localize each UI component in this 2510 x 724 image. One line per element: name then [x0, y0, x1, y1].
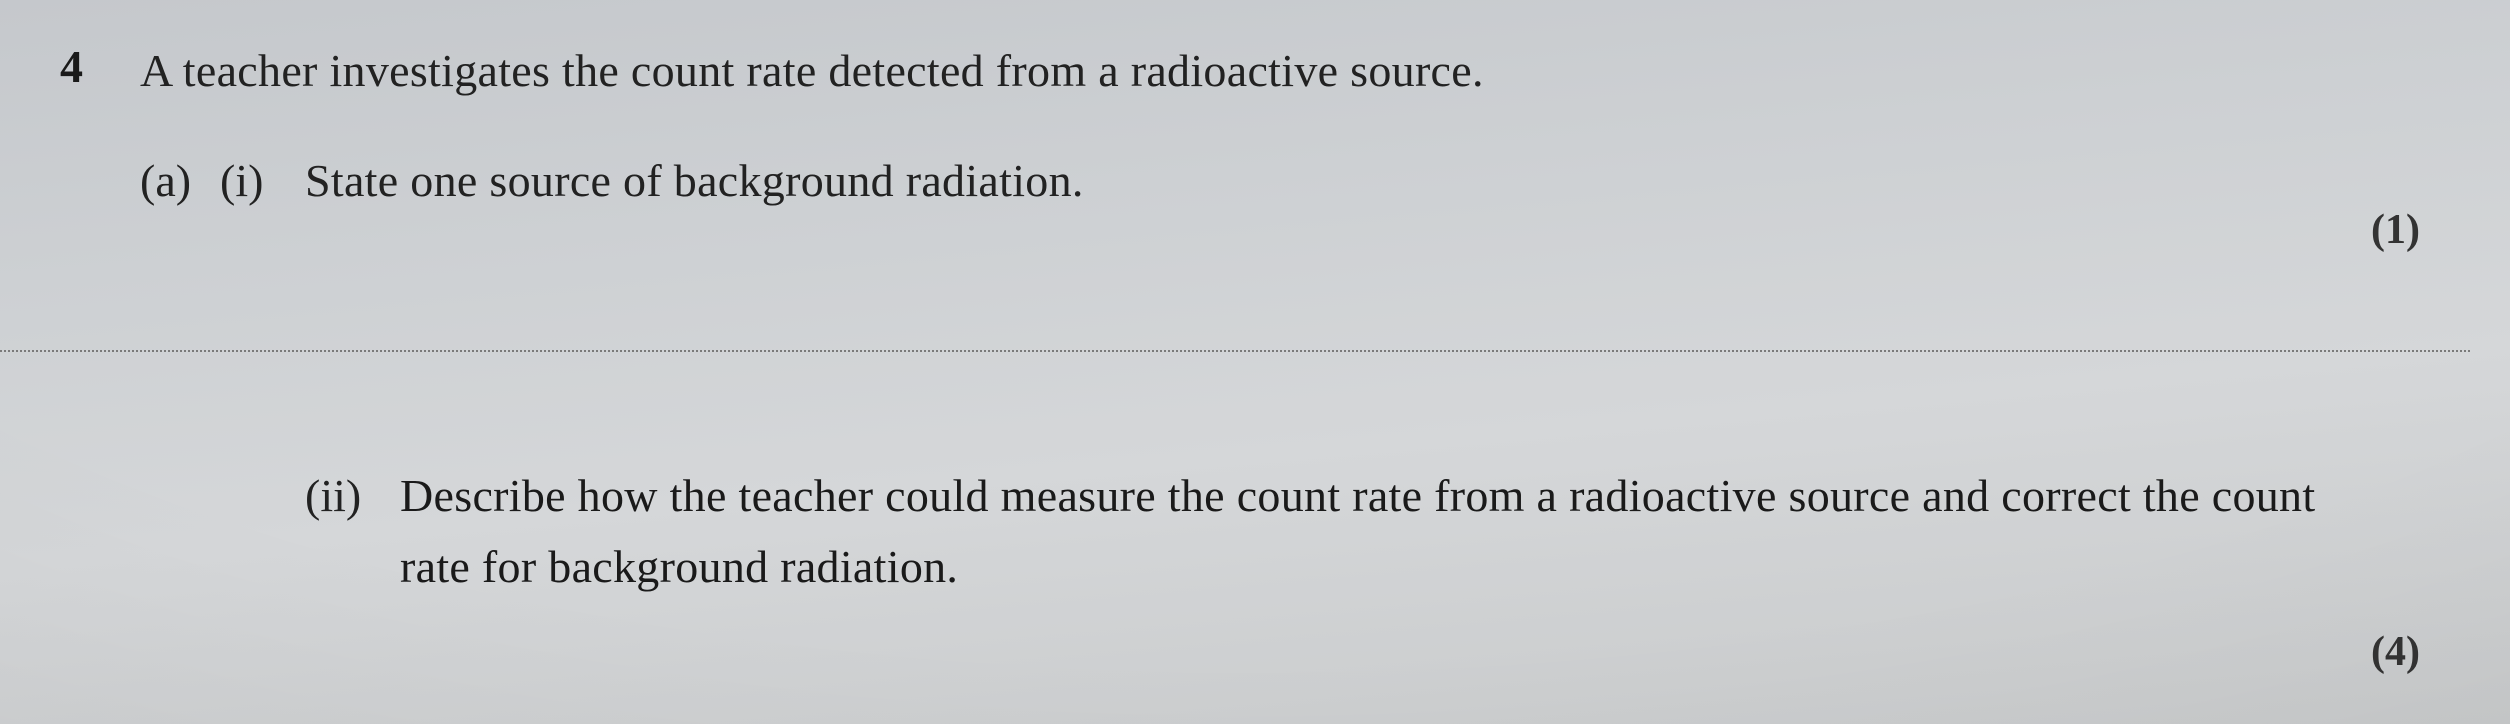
exam-page: 4 A teacher investigates the count rate … — [0, 0, 2510, 724]
part-ii-marks: (4) — [2371, 628, 2420, 676]
part-i-text: State one source of background radiation… — [305, 150, 2430, 212]
page-shadow — [0, 0, 2510, 724]
question-number: 4 — [60, 40, 83, 93]
part-ii-text: Describe how the teacher could measure t… — [400, 460, 2390, 603]
part-ii-row: (ii) Describe how the teacher could meas… — [305, 460, 2390, 603]
answer-line — [0, 350, 2470, 352]
part-a-i-row: (a) (i) State one source of background r… — [140, 150, 2430, 212]
part-i-label: (i) — [220, 154, 305, 207]
part-ii-label: (ii) — [305, 469, 400, 522]
part-i-marks: (1) — [2371, 206, 2420, 254]
part-a-label: (a) — [140, 154, 220, 207]
question-stem: A teacher investigates the count rate de… — [140, 40, 2430, 102]
